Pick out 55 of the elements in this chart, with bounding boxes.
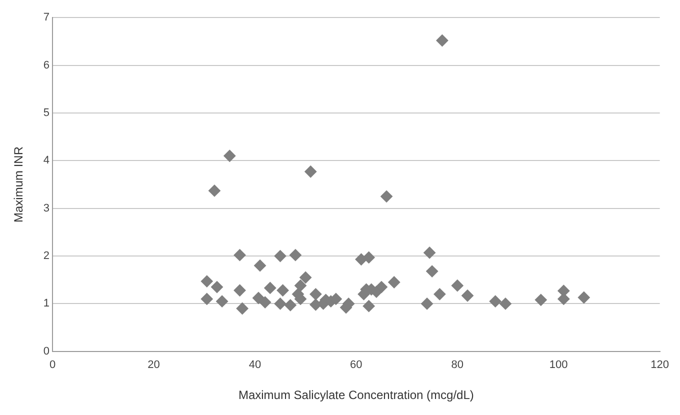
point bbox=[362, 251, 375, 264]
point bbox=[289, 249, 302, 262]
point bbox=[434, 288, 446, 300]
point bbox=[300, 271, 312, 284]
x-tick-label: 120 bbox=[650, 359, 670, 372]
point bbox=[375, 281, 388, 294]
x-tick-label: 20 bbox=[148, 359, 160, 372]
point bbox=[234, 249, 246, 262]
y-tick-label: 3 bbox=[43, 202, 50, 214]
x-tick-label: 40 bbox=[248, 359, 262, 372]
y-tick-label: 1 bbox=[43, 298, 50, 310]
point bbox=[236, 302, 248, 314]
point bbox=[274, 250, 286, 262]
point bbox=[436, 34, 448, 46]
point bbox=[451, 280, 464, 292]
point bbox=[421, 298, 434, 310]
point bbox=[388, 276, 400, 288]
point bbox=[224, 150, 236, 162]
y-tick-label: 5 bbox=[43, 107, 50, 120]
y-tick-label: 4 bbox=[43, 154, 50, 167]
point bbox=[208, 184, 220, 197]
x-tick-label: 100 bbox=[549, 359, 568, 372]
point bbox=[216, 295, 228, 308]
point bbox=[200, 275, 213, 288]
point bbox=[534, 294, 547, 306]
point bbox=[210, 281, 223, 294]
point bbox=[254, 260, 266, 272]
point bbox=[489, 295, 502, 308]
point bbox=[362, 300, 375, 312]
point bbox=[284, 299, 296, 312]
x-axis-title: Maximum Salicylate Concentration (mcg/dL) bbox=[238, 388, 474, 402]
y-tick-label: 7 bbox=[43, 12, 50, 24]
point bbox=[304, 166, 317, 178]
point bbox=[462, 290, 474, 302]
point bbox=[426, 265, 438, 278]
point bbox=[252, 292, 264, 304]
point bbox=[200, 292, 213, 305]
point bbox=[310, 288, 322, 300]
x-tick-label: 80 bbox=[451, 359, 464, 372]
point bbox=[380, 190, 393, 202]
point bbox=[259, 296, 272, 308]
point bbox=[276, 284, 289, 296]
y-tick-label: 2 bbox=[43, 250, 50, 262]
point bbox=[578, 292, 590, 304]
point bbox=[234, 284, 246, 296]
y-tick-label: 6 bbox=[43, 59, 50, 72]
point bbox=[424, 246, 436, 259]
point bbox=[499, 298, 512, 310]
point bbox=[355, 253, 368, 266]
point bbox=[294, 280, 306, 292]
y-axis-title: Maximum INR bbox=[12, 146, 26, 223]
x-tick-label: 60 bbox=[350, 359, 362, 372]
point bbox=[264, 282, 276, 294]
point bbox=[274, 298, 286, 310]
y-tick-label: 0 bbox=[43, 345, 50, 358]
